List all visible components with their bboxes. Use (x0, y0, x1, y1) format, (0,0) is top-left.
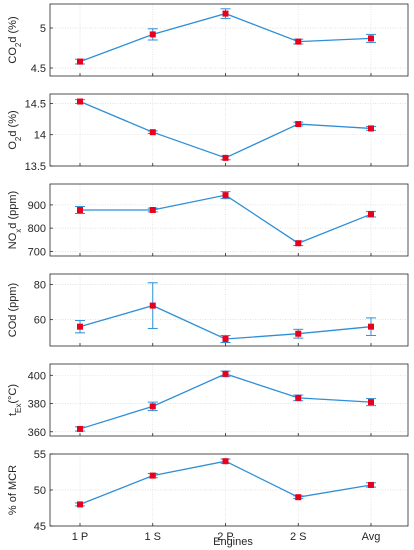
y-axis-label-subscript: x (14, 229, 23, 233)
data-point (77, 501, 83, 508)
y-axis-label-base: COd (ppm) (7, 283, 19, 337)
y-axis-label: tEx(°C) (7, 384, 23, 416)
y-axis-label-rest: d (%) (7, 110, 19, 136)
axes-frame (49, 273, 409, 347)
data-point (368, 35, 374, 42)
data-point (149, 207, 156, 214)
data-point (149, 472, 156, 479)
y-axis-label-subscript: Ex (14, 404, 23, 413)
y-axis-label-base: % of MCR (7, 465, 19, 515)
y-axis-label-rest: d (ppm) (7, 191, 19, 229)
y-tick-label: 5 (40, 23, 46, 35)
axes-frame (49, 183, 409, 257)
y-tick-label: 14 (34, 130, 46, 142)
data-point (295, 330, 302, 337)
y-axis-label-base: O (7, 141, 19, 150)
y-axis-label: O2d (%) (7, 110, 23, 149)
data-point (222, 192, 229, 199)
axes-frame (49, 3, 409, 77)
chart-panel-3: 700 800 900 NOxd (ppm) (7, 183, 409, 258)
data-point (222, 154, 229, 161)
data-point (149, 403, 156, 410)
data-point (295, 494, 302, 501)
data-point (295, 240, 302, 247)
data-point (222, 458, 229, 465)
y-axis-label: % of MCR (7, 465, 19, 515)
y-axis-label-rest: (°C) (7, 384, 19, 404)
y-tick-label: 13.5 (25, 161, 46, 173)
data-point (368, 211, 374, 218)
y-axis-label-subscript: 2 (14, 136, 23, 141)
data-point (77, 98, 83, 105)
y-tick-label: 800 (28, 223, 46, 235)
data-point (222, 10, 229, 17)
y-tick-label: 900 (28, 200, 46, 212)
data-point (368, 481, 374, 488)
x-tick-label: Avg (362, 531, 381, 543)
y-tick-label: 45 (34, 521, 46, 533)
data-point (295, 121, 302, 128)
axes-frame (49, 93, 409, 167)
y-tick-label: 60 (34, 315, 46, 327)
data-point (149, 31, 156, 38)
x-axis-label: Engines (213, 536, 253, 548)
data-point (222, 370, 229, 377)
data-point (295, 394, 302, 401)
y-tick-label: 700 (28, 246, 46, 258)
y-axis-label-base: CO (7, 47, 19, 64)
y-axis-label-subscript: 2 (14, 42, 23, 47)
chart-panel-4: 60 80 COd (ppm) (7, 273, 409, 347)
x-tick-label: 2 P (217, 531, 234, 543)
data-point (368, 399, 374, 406)
y-tick-label: 80 (34, 280, 46, 292)
data-point (222, 335, 229, 342)
chart-panel-5: 360 380 400 tEx(°C) (7, 363, 409, 439)
chart-panel-1: 4.5 5 CO2d (%) (7, 3, 409, 77)
y-tick-label: 400 (28, 370, 46, 382)
data-point (149, 302, 156, 309)
data-point (77, 323, 83, 330)
y-tick-label: 380 (28, 399, 46, 411)
y-tick-label: 14.5 (25, 98, 46, 110)
chart-panel-6: 45 50 55 % of MCR (7, 449, 409, 533)
data-point (149, 129, 156, 136)
series-line (79, 460, 372, 506)
y-axis-label: CO2d (%) (7, 16, 23, 63)
data-point (295, 38, 302, 45)
y-tick-label: 4.5 (31, 63, 46, 75)
x-tick-label: 1 S (144, 531, 161, 543)
data-point (368, 125, 374, 132)
x-tick-label: 1 P (72, 531, 89, 543)
data-point (77, 58, 83, 65)
y-axis-label: COd (ppm) (7, 283, 19, 337)
y-tick-label: 50 (34, 485, 46, 497)
y-axis-label: NOxd (ppm) (7, 191, 23, 249)
y-tick-label: 360 (28, 427, 46, 439)
y-axis-label-rest: d (%) (7, 16, 19, 42)
y-axis-label-base: t (7, 413, 19, 416)
x-tick-label: 2 S (290, 531, 307, 543)
data-point (77, 207, 83, 214)
data-point (77, 425, 83, 432)
y-axis-label-base: NO (7, 232, 19, 249)
axes-frame (49, 363, 409, 437)
data-point (368, 323, 374, 330)
axes-frame (49, 453, 409, 527)
y-tick-label: 55 (34, 449, 46, 461)
